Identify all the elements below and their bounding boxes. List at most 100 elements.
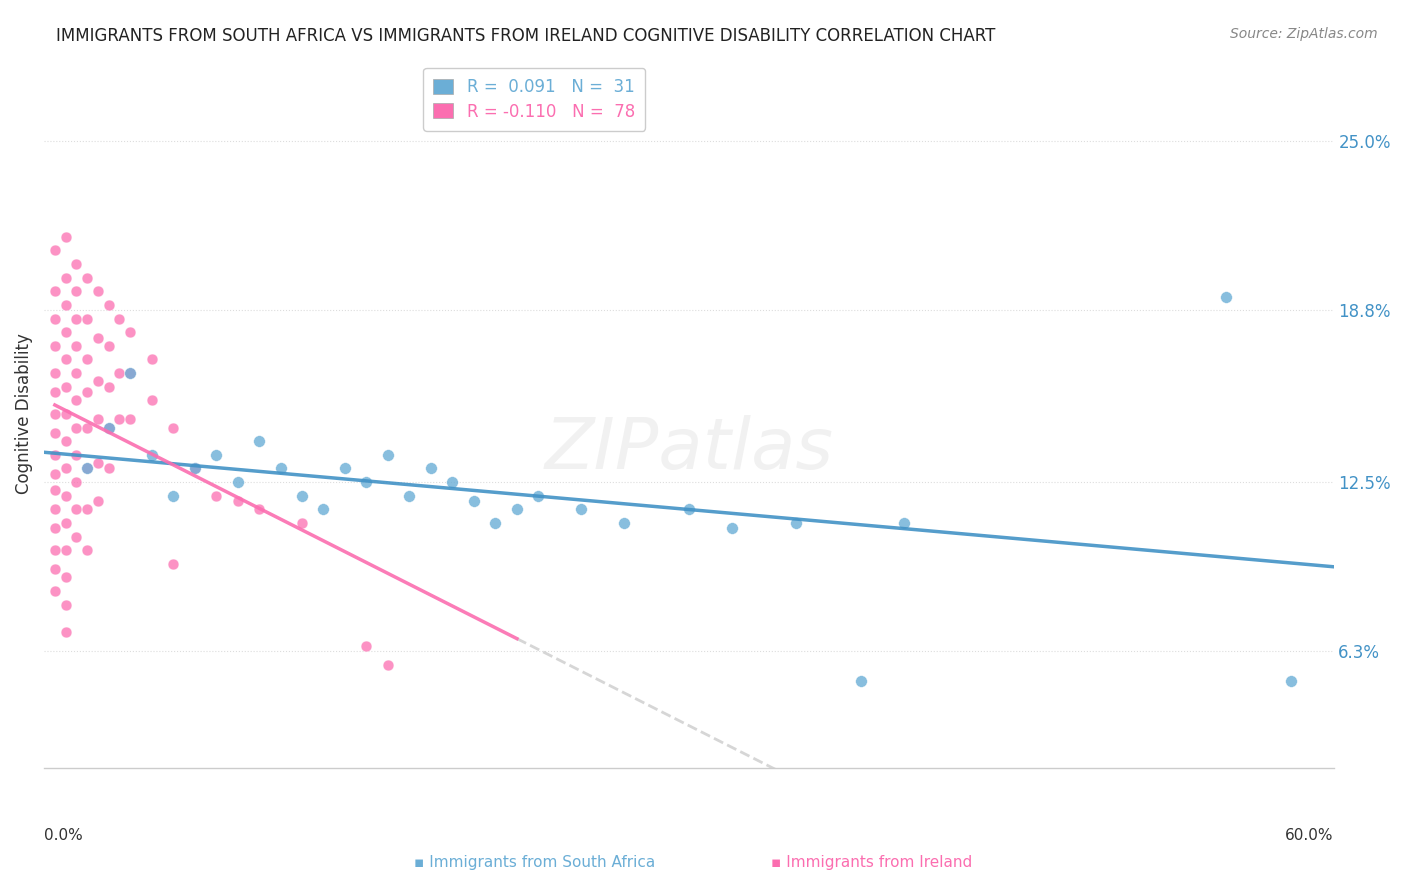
Text: ▪ Immigrants from Ireland: ▪ Immigrants from Ireland xyxy=(770,855,973,870)
Point xyxy=(141,448,163,462)
Point xyxy=(55,298,77,312)
Point xyxy=(44,562,66,576)
Point xyxy=(108,366,131,380)
Point xyxy=(65,311,87,326)
Point xyxy=(356,475,378,489)
Point xyxy=(76,461,98,475)
Point xyxy=(87,330,110,344)
Point xyxy=(65,420,87,434)
Point xyxy=(120,325,142,339)
Point xyxy=(44,339,66,353)
Text: 0.0%: 0.0% xyxy=(44,828,83,843)
Point xyxy=(87,456,110,470)
Point xyxy=(183,461,205,475)
Point xyxy=(76,543,98,558)
Point xyxy=(162,557,184,571)
Point xyxy=(76,385,98,400)
Point xyxy=(205,448,228,462)
Point xyxy=(419,461,441,475)
Point xyxy=(44,244,66,258)
Point xyxy=(97,379,120,393)
Point xyxy=(108,311,131,326)
Point xyxy=(97,298,120,312)
Point xyxy=(356,639,378,653)
Point xyxy=(183,461,205,475)
Point xyxy=(44,502,66,516)
Point xyxy=(97,420,120,434)
Point xyxy=(55,434,77,449)
Point xyxy=(76,311,98,326)
Point xyxy=(785,516,807,530)
Point xyxy=(247,434,270,449)
Point xyxy=(97,461,120,475)
Point xyxy=(720,521,742,535)
Point xyxy=(65,257,87,271)
Point xyxy=(87,374,110,388)
Text: 60.0%: 60.0% xyxy=(1285,828,1333,843)
Text: ZIPatlas: ZIPatlas xyxy=(544,415,834,483)
Point xyxy=(226,494,249,508)
Text: Source: ZipAtlas.com: Source: ZipAtlas.com xyxy=(1230,27,1378,41)
Point xyxy=(55,407,77,421)
Point xyxy=(97,339,120,353)
Point xyxy=(441,475,464,489)
Point xyxy=(55,270,77,285)
Point xyxy=(55,379,77,393)
Point xyxy=(44,448,66,462)
Point xyxy=(55,461,77,475)
Point xyxy=(1215,290,1237,304)
Text: ▪ Immigrants from South Africa: ▪ Immigrants from South Africa xyxy=(413,855,655,870)
Point xyxy=(55,624,77,639)
Point xyxy=(55,543,77,558)
Point xyxy=(141,393,163,408)
Point xyxy=(44,385,66,400)
Point xyxy=(333,461,356,475)
Point xyxy=(463,494,485,508)
Point xyxy=(312,502,335,516)
Point xyxy=(65,285,87,299)
Point xyxy=(44,584,66,599)
Point xyxy=(120,412,142,426)
Point xyxy=(76,461,98,475)
Point xyxy=(44,311,66,326)
Point xyxy=(849,673,872,688)
Point xyxy=(398,489,420,503)
Point xyxy=(613,516,636,530)
Point xyxy=(141,352,163,367)
Point xyxy=(162,489,184,503)
Point xyxy=(55,489,77,503)
Point xyxy=(76,502,98,516)
Point xyxy=(65,448,87,462)
Point xyxy=(55,598,77,612)
Point xyxy=(76,270,98,285)
Point xyxy=(1279,673,1302,688)
Point xyxy=(162,420,184,434)
Point xyxy=(44,543,66,558)
Point xyxy=(55,325,77,339)
Point xyxy=(76,352,98,367)
Point xyxy=(291,516,314,530)
Point xyxy=(87,412,110,426)
Point xyxy=(55,352,77,367)
Point xyxy=(55,229,77,244)
Point xyxy=(44,467,66,481)
Point xyxy=(87,494,110,508)
Point xyxy=(377,448,399,462)
Point xyxy=(44,425,66,440)
Point xyxy=(205,489,228,503)
Point xyxy=(226,475,249,489)
Point xyxy=(97,420,120,434)
Point xyxy=(65,366,87,380)
Text: IMMIGRANTS FROM SOUTH AFRICA VS IMMIGRANTS FROM IRELAND COGNITIVE DISABILITY COR: IMMIGRANTS FROM SOUTH AFRICA VS IMMIGRAN… xyxy=(56,27,995,45)
Point xyxy=(55,516,77,530)
Point xyxy=(87,285,110,299)
Point xyxy=(120,366,142,380)
Point xyxy=(44,521,66,535)
Point xyxy=(44,366,66,380)
Legend: R =  0.091   N =  31, R = -0.110   N =  78: R = 0.091 N = 31, R = -0.110 N = 78 xyxy=(423,68,645,130)
Point xyxy=(377,657,399,672)
Point xyxy=(506,502,529,516)
Point xyxy=(44,407,66,421)
Point xyxy=(678,502,700,516)
Point xyxy=(65,393,87,408)
